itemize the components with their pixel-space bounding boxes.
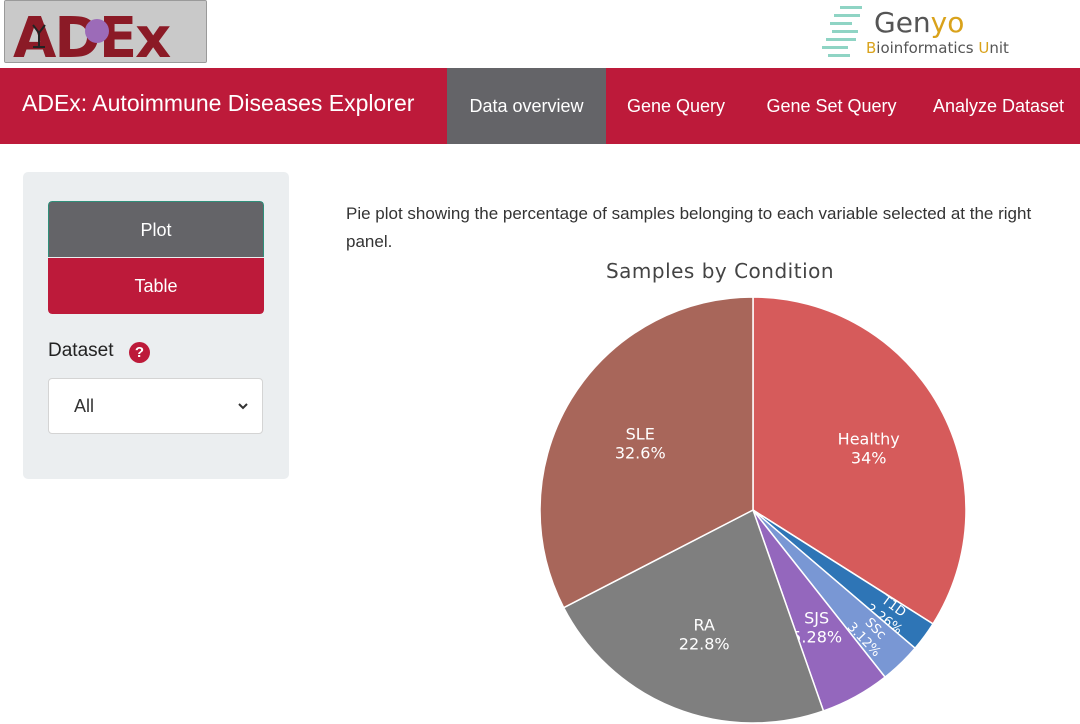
adex-logo[interactable]: ADEx xyxy=(4,0,207,63)
nav-data-overview[interactable]: Data overview xyxy=(447,68,606,144)
chart-title: Samples by Condition xyxy=(606,259,834,283)
pie-label-name: RA xyxy=(693,616,714,635)
view-toggle: Plot Table xyxy=(48,201,264,314)
sidebar-panel: Plot Table Dataset ? All xyxy=(23,172,289,479)
help-icon[interactable]: ? xyxy=(129,342,150,363)
pie-label-percent: 5.28% xyxy=(791,628,842,647)
pie-chart: Samples by Condition Healthy34%T1D2.26%S… xyxy=(539,259,967,724)
nav-gene-set-query[interactable]: Gene Set Query xyxy=(766,96,897,116)
pie-slice-healthy[interactable] xyxy=(752,296,967,625)
plot-button[interactable]: Plot xyxy=(48,201,264,257)
genyo-subtitle: Bioinformatics Unit xyxy=(866,39,1009,57)
pie-label-percent: 22.8% xyxy=(679,635,730,654)
pie-slice-sle[interactable] xyxy=(539,296,754,609)
chevron-down-icon xyxy=(238,403,248,410)
table-button[interactable]: Table xyxy=(48,258,264,314)
genyo-logo[interactable]: Genyo Bioinformatics Unit xyxy=(818,0,1028,64)
logo-strip: ADEx Genyo Bioinformatics Unit xyxy=(0,0,1080,68)
navbar-brand[interactable]: ADEx: Autoimmune Diseases Explorer xyxy=(22,90,415,116)
dataset-label: Dataset xyxy=(48,340,114,361)
dataset-select-value: All xyxy=(74,396,95,416)
genyo-dna-icon xyxy=(822,6,862,57)
nav-analyze-dataset[interactable]: Analyze Dataset xyxy=(932,96,1065,116)
pie-label-name: Healthy xyxy=(838,429,900,448)
genyo-title: Genyo xyxy=(874,6,965,39)
plot-description: Pie plot showing the percentage of sampl… xyxy=(346,204,1032,251)
dataset-select[interactable]: All xyxy=(48,378,263,434)
pie-label-name: SJS xyxy=(804,609,829,628)
adex-logo-graphic: ADEx xyxy=(5,1,206,62)
nav-gene-query[interactable]: Gene Query xyxy=(626,96,726,116)
navbar: ADEx: Autoimmune Diseases Explorer Data … xyxy=(0,68,1080,144)
pie-slice-ra[interactable] xyxy=(562,508,825,724)
pie-label-name: SLE xyxy=(626,424,655,443)
pie-label-percent: 34% xyxy=(851,448,887,467)
pie-label-percent: 32.6% xyxy=(615,443,666,462)
